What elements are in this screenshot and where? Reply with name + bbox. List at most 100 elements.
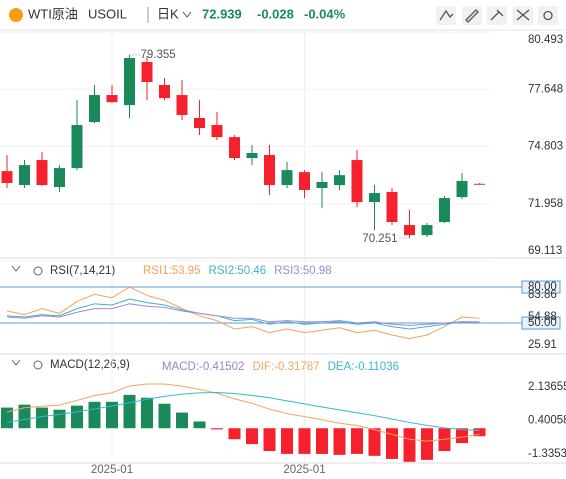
indicator-line	[6, 298, 480, 330]
candle-body	[369, 193, 380, 203]
candle-body	[281, 170, 293, 185]
candle-body	[71, 125, 83, 169]
candle-body	[1, 171, 13, 183]
macd-bar	[246, 428, 258, 445]
macd-bar	[158, 403, 171, 429]
candle-body	[474, 183, 485, 185]
y-tick-label: 25.91	[528, 339, 557, 351]
macd-bar	[333, 428, 346, 455]
x-tick-label: 2025-01	[91, 464, 133, 476]
legend-entry: DEA:-0.11036	[328, 361, 399, 373]
legend-entry: RSI1:53.95	[143, 265, 201, 277]
legend-entry: RSI3:50.98	[274, 265, 332, 277]
y-tick-label: 80.00	[528, 281, 557, 293]
candle-body	[456, 180, 468, 198]
macd-bar	[298, 428, 311, 454]
logo	[9, 8, 23, 22]
high-annotation: 79.355	[141, 49, 176, 61]
y-tick-label: 74.803	[528, 141, 563, 153]
candle-body	[106, 95, 118, 103]
candle-body	[404, 225, 415, 236]
candle-body	[176, 95, 188, 115]
macd-bar	[263, 428, 276, 452]
last-price: 72.939	[202, 6, 242, 21]
settings-icon[interactable]	[33, 360, 43, 370]
y-tick-label: 71.958	[528, 198, 563, 210]
low-annotation: 70.251	[362, 233, 397, 245]
x-tick-label: 2025-01	[283, 464, 325, 476]
y-tick-label: -1.33539	[528, 448, 566, 460]
candle-body	[316, 181, 328, 189]
y-tick-label: 54.88	[528, 311, 557, 323]
price-change-percent: -0.04%	[304, 6, 346, 21]
y-tick-label: 80.493	[528, 34, 563, 46]
style-button[interactable]	[487, 6, 507, 25]
symbol: USOIL	[88, 6, 127, 21]
period-dropdown[interactable]	[182, 11, 192, 18]
y-tick-label: 0.40058	[528, 415, 566, 427]
macd-bar	[88, 401, 101, 429]
indicator-button[interactable]	[436, 6, 456, 25]
collapse-icon[interactable]	[11, 359, 21, 366]
macd-bar	[316, 428, 328, 454]
macd-bar	[141, 397, 153, 429]
macd-bar	[176, 412, 188, 429]
draw-button[interactable]	[462, 6, 482, 25]
fullscreen-button[interactable]	[513, 6, 533, 25]
settings-icon[interactable]	[33, 266, 43, 276]
y-tick-label: 83.86	[528, 289, 557, 301]
period[interactable]: 日K	[157, 6, 179, 21]
macd-bar	[281, 428, 293, 454]
instrument-name: WTI原油	[28, 6, 78, 21]
y-tick-label: 50.00	[528, 317, 557, 329]
macd-bar	[193, 421, 206, 429]
collapse-icon[interactable]	[11, 265, 21, 272]
candle-body	[19, 165, 30, 185]
macd-title: MACD(12,26,9)	[50, 359, 130, 371]
candle-body	[229, 137, 240, 159]
macd-bar	[386, 428, 398, 459]
macd-bar	[53, 409, 66, 429]
indicator-line	[6, 392, 480, 431]
candle-body	[439, 198, 450, 223]
indicator-line	[6, 383, 480, 442]
settings-button[interactable]	[538, 6, 558, 25]
macd-bar	[351, 428, 363, 454]
y-tick-label: 2.13655	[528, 381, 566, 393]
macd-bar	[421, 428, 433, 460]
y-tick-label: 69.113	[528, 245, 562, 257]
candle-body	[246, 152, 258, 159]
macd-bar	[71, 405, 83, 429]
legend-entry: RSI2:50.46	[209, 265, 267, 277]
candle-body	[194, 117, 205, 129]
macd-bar	[403, 428, 416, 462]
legend-entry: MACD:-0.41502	[162, 361, 244, 373]
candle-body	[421, 225, 433, 236]
macd-bar	[106, 401, 118, 429]
candle-body	[89, 95, 100, 123]
candle-body	[386, 192, 398, 223]
macd-bar	[18, 404, 31, 429]
candle-body	[299, 172, 310, 191]
macd-bar	[36, 407, 48, 429]
indicator-line	[6, 303, 480, 326]
macd-bar	[211, 428, 223, 430]
macd-bar	[123, 394, 136, 429]
candle-body	[124, 58, 135, 106]
price-change: -0.028	[257, 6, 294, 21]
candle-body	[54, 168, 65, 188]
candle-body	[351, 160, 363, 203]
rsi-title: RSI(7,14,21)	[50, 265, 115, 277]
macd-bar	[1, 407, 13, 429]
macd-bar	[228, 428, 241, 440]
legend-entry: DIF:-0.31787	[252, 361, 319, 373]
candle-body	[264, 155, 275, 185]
candle-body	[141, 62, 153, 82]
candle-body	[211, 125, 223, 138]
macd-bar	[473, 428, 486, 437]
indicator-line	[6, 286, 480, 340]
candle-body	[36, 160, 48, 185]
macd-bar	[368, 428, 381, 456]
